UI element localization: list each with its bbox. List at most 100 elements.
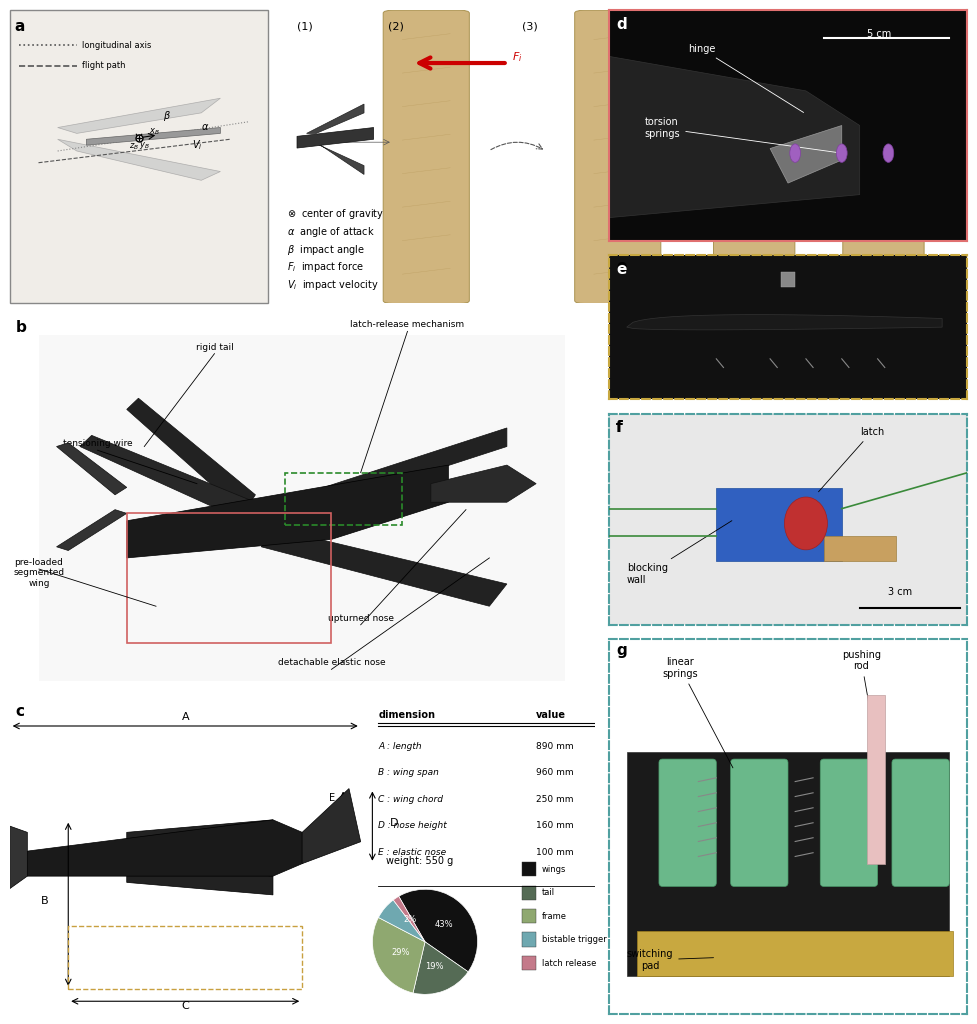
Text: rigid tail: rigid tail (195, 342, 234, 351)
FancyBboxPatch shape (731, 759, 788, 887)
Polygon shape (261, 528, 507, 606)
Text: c: c (16, 705, 24, 719)
Text: A : length: A : length (378, 741, 422, 751)
FancyBboxPatch shape (383, 10, 469, 303)
Text: pushing
rod: pushing rod (842, 649, 881, 730)
Text: D : nose height: D : nose height (378, 821, 446, 830)
Polygon shape (80, 435, 255, 521)
Text: $F_i$  impact force: $F_i$ impact force (287, 260, 364, 274)
Bar (522, 955, 536, 970)
Ellipse shape (785, 497, 828, 550)
Polygon shape (431, 465, 536, 502)
Text: torsion
springs: torsion springs (645, 118, 839, 153)
Text: (3): (3) (522, 22, 537, 32)
Text: $\otimes$  center of gravity: $\otimes$ center of gravity (287, 208, 385, 221)
Text: (2): (2) (388, 22, 404, 32)
Text: $x_B$: $x_B$ (149, 126, 159, 137)
Polygon shape (58, 98, 221, 133)
Text: a: a (15, 19, 25, 34)
Polygon shape (716, 487, 842, 561)
Text: 100 mm: 100 mm (536, 848, 573, 857)
Polygon shape (127, 820, 273, 851)
Polygon shape (127, 465, 448, 558)
Text: $\alpha$: $\alpha$ (201, 123, 209, 132)
Ellipse shape (836, 144, 847, 163)
Text: weight: 550 g: weight: 550 g (386, 856, 452, 865)
Text: frame: frame (542, 911, 567, 921)
Text: C: C (182, 1001, 190, 1011)
Bar (522, 909, 536, 923)
Bar (781, 272, 795, 287)
Text: $F_i$: $F_i$ (513, 50, 523, 63)
Text: 160 mm: 160 mm (536, 821, 573, 830)
Text: B : wing span: B : wing span (378, 768, 439, 777)
FancyBboxPatch shape (574, 10, 660, 303)
Text: f: f (616, 420, 622, 435)
Text: (1): (1) (297, 22, 313, 32)
Polygon shape (127, 398, 255, 513)
Bar (68, 926, 302, 989)
Polygon shape (824, 537, 896, 561)
Text: A: A (182, 712, 189, 722)
Text: $\beta$: $\beta$ (163, 109, 171, 123)
Text: e: e (616, 259, 626, 274)
Polygon shape (58, 139, 221, 180)
Text: dimension: dimension (378, 711, 435, 720)
Text: 5 cm: 5 cm (867, 29, 891, 39)
Text: $z_B$: $z_B$ (129, 141, 140, 152)
Text: latch: latch (819, 427, 884, 492)
Text: tensioning wire: tensioning wire (63, 439, 132, 449)
Text: $V_i$  impact velocity: $V_i$ impact velocity (287, 278, 379, 292)
Text: (4): (4) (675, 22, 691, 32)
Text: latch release: latch release (542, 958, 596, 968)
Bar (284, 472, 402, 524)
Text: D: D (390, 818, 399, 828)
FancyBboxPatch shape (658, 759, 716, 887)
Ellipse shape (789, 144, 800, 163)
Text: hinge: hinge (688, 44, 803, 113)
Text: pre-loaded
segmented
wing: pre-loaded segmented wing (14, 558, 64, 588)
Text: g: g (616, 643, 626, 658)
Text: E : elastic nose: E : elastic nose (378, 848, 446, 857)
Polygon shape (10, 826, 27, 889)
Text: d: d (616, 17, 626, 32)
Text: longitudinal axis: longitudinal axis (82, 41, 151, 50)
Bar (127, 513, 331, 643)
Bar (522, 933, 536, 946)
Text: upturned nose: upturned nose (327, 613, 394, 623)
Polygon shape (57, 510, 127, 551)
Polygon shape (307, 139, 364, 174)
Text: d: d (616, 17, 626, 32)
Bar (10, 10, 269, 303)
FancyBboxPatch shape (713, 10, 795, 303)
Text: e: e (616, 262, 626, 278)
Text: $\alpha$  angle of attack: $\alpha$ angle of attack (287, 225, 375, 239)
Polygon shape (609, 56, 860, 218)
Text: latch-release mechanism: latch-release mechanism (351, 321, 464, 330)
Polygon shape (86, 128, 221, 145)
Polygon shape (297, 128, 373, 148)
Polygon shape (27, 820, 302, 877)
Text: (5): (5) (828, 22, 844, 32)
Text: flight path: flight path (82, 61, 125, 71)
Text: b: b (16, 321, 26, 335)
Text: wings: wings (542, 864, 567, 873)
Text: $\beta$  impact angle: $\beta$ impact angle (287, 243, 365, 257)
Text: 890 mm: 890 mm (536, 741, 573, 751)
Text: 3 cm: 3 cm (888, 587, 913, 597)
FancyBboxPatch shape (843, 10, 924, 303)
Text: f: f (616, 420, 622, 435)
Text: C : wing chord: C : wing chord (378, 795, 444, 804)
Text: bistable trigger: bistable trigger (542, 935, 607, 944)
Bar (626, 752, 950, 976)
Polygon shape (770, 126, 842, 183)
Ellipse shape (883, 144, 894, 163)
Polygon shape (243, 428, 507, 531)
Bar (867, 695, 885, 864)
Text: 960 mm: 960 mm (536, 768, 573, 777)
Polygon shape (626, 314, 942, 330)
Text: B: B (41, 896, 49, 906)
Text: E: E (328, 793, 335, 803)
Text: detachable elastic nose: detachable elastic nose (277, 658, 385, 668)
Polygon shape (127, 863, 273, 895)
